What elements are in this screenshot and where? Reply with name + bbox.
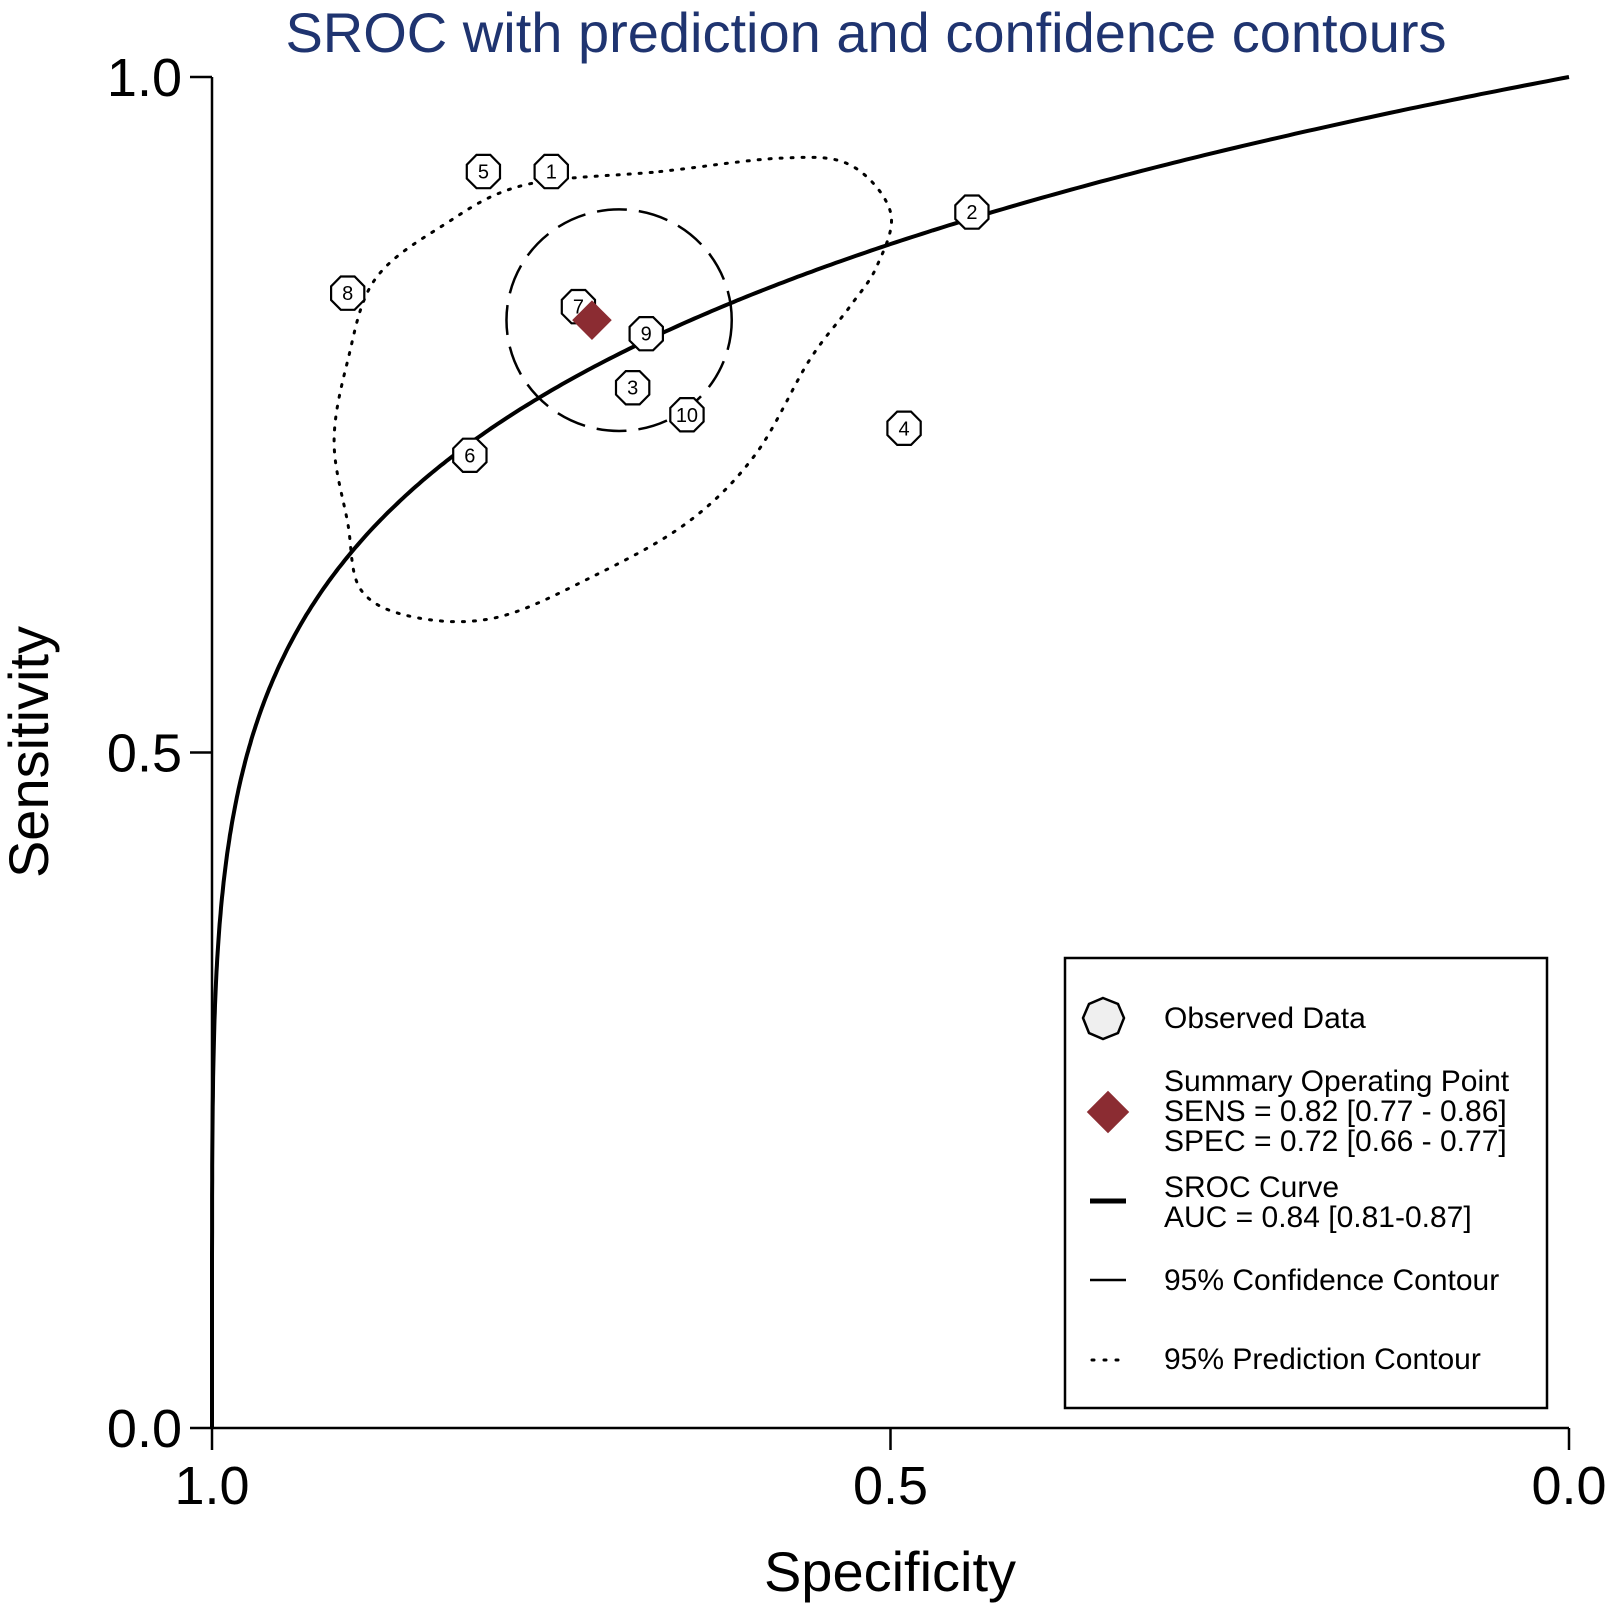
y-tick-label: 0.0 (107, 1399, 182, 1459)
observed-point-marker (452, 437, 488, 473)
legend-summary-sens: SENS = 0.82 [0.77 - 0.86] (1164, 1095, 1507, 1128)
observed-point: 5 (465, 153, 502, 190)
x-tick-label: 0.5 (853, 1456, 928, 1516)
legend-summary-title: Summary Operating Point (1164, 1065, 1510, 1098)
legend-summary-spec: SPEC = 0.72 [0.66 - 0.77] (1164, 1125, 1507, 1158)
observed-point: 10 (669, 397, 705, 433)
observed-point-marker (886, 410, 922, 446)
sroc-curve (210, 75, 1570, 1428)
observed-point-label: 4 (899, 418, 910, 440)
observed-point: 9 (628, 316, 665, 352)
observed-point-label: 6 (464, 445, 475, 467)
legend-observed-marker (1081, 996, 1126, 1041)
observed-point-label: 9 (641, 324, 652, 346)
legend: Observed Data Summary Operating Point SE… (1063, 956, 1549, 1410)
y-tick-label: 0.5 (107, 724, 182, 784)
confidence-contour (505, 208, 733, 433)
legend-observed-label: Observed Data (1164, 1002, 1366, 1035)
x-axis-label: Specificity (764, 1540, 1016, 1603)
legend-sroc-auc: AUC = 0.84 [0.81-0.87] (1164, 1201, 1472, 1234)
observed-point: 1 (533, 153, 570, 190)
observed-point-label: 7 (573, 297, 584, 319)
observed-point: 3 (614, 370, 651, 406)
observed-point-marker (465, 153, 502, 190)
observed-point-marker (628, 316, 665, 352)
legend-confidence-label: 95% Confidence Contour (1164, 1264, 1499, 1297)
chart-title: SROC with prediction and confidence cont… (285, 1, 1446, 64)
observed-point-marker (614, 370, 651, 406)
y-axis-label: Sensitivity (0, 626, 60, 878)
y-tick-label: 1.0 (107, 48, 182, 108)
observed-point: 6 (452, 437, 488, 473)
legend-prediction-label: 95% Prediction Contour (1164, 1343, 1481, 1376)
summary-operating-point (572, 300, 612, 340)
x-tick-label: 1.0 (174, 1456, 249, 1516)
observed-point-marker (533, 153, 570, 190)
legend-box (1063, 956, 1549, 1410)
observed-point-label: 8 (342, 283, 353, 305)
observed-point-label: 10 (676, 405, 698, 427)
legend-summary-marker (1086, 1090, 1130, 1134)
observed-point-marker (669, 397, 705, 433)
observed-point-marker (954, 194, 990, 230)
observed-point-marker (330, 275, 366, 311)
observed-point-label: 5 (478, 162, 489, 184)
observed-point-label: 3 (627, 378, 638, 400)
observed-point-label: 1 (546, 162, 557, 184)
legend-sroc-title: SROC Curve (1164, 1171, 1339, 1204)
x-tick-label: 0.0 (1531, 1456, 1606, 1516)
observed-point: 2 (954, 194, 990, 230)
observed-point: 8 (330, 275, 366, 311)
observed-point: 4 (886, 410, 922, 446)
observed-point-label: 2 (966, 202, 977, 224)
prediction-contour (332, 155, 893, 624)
